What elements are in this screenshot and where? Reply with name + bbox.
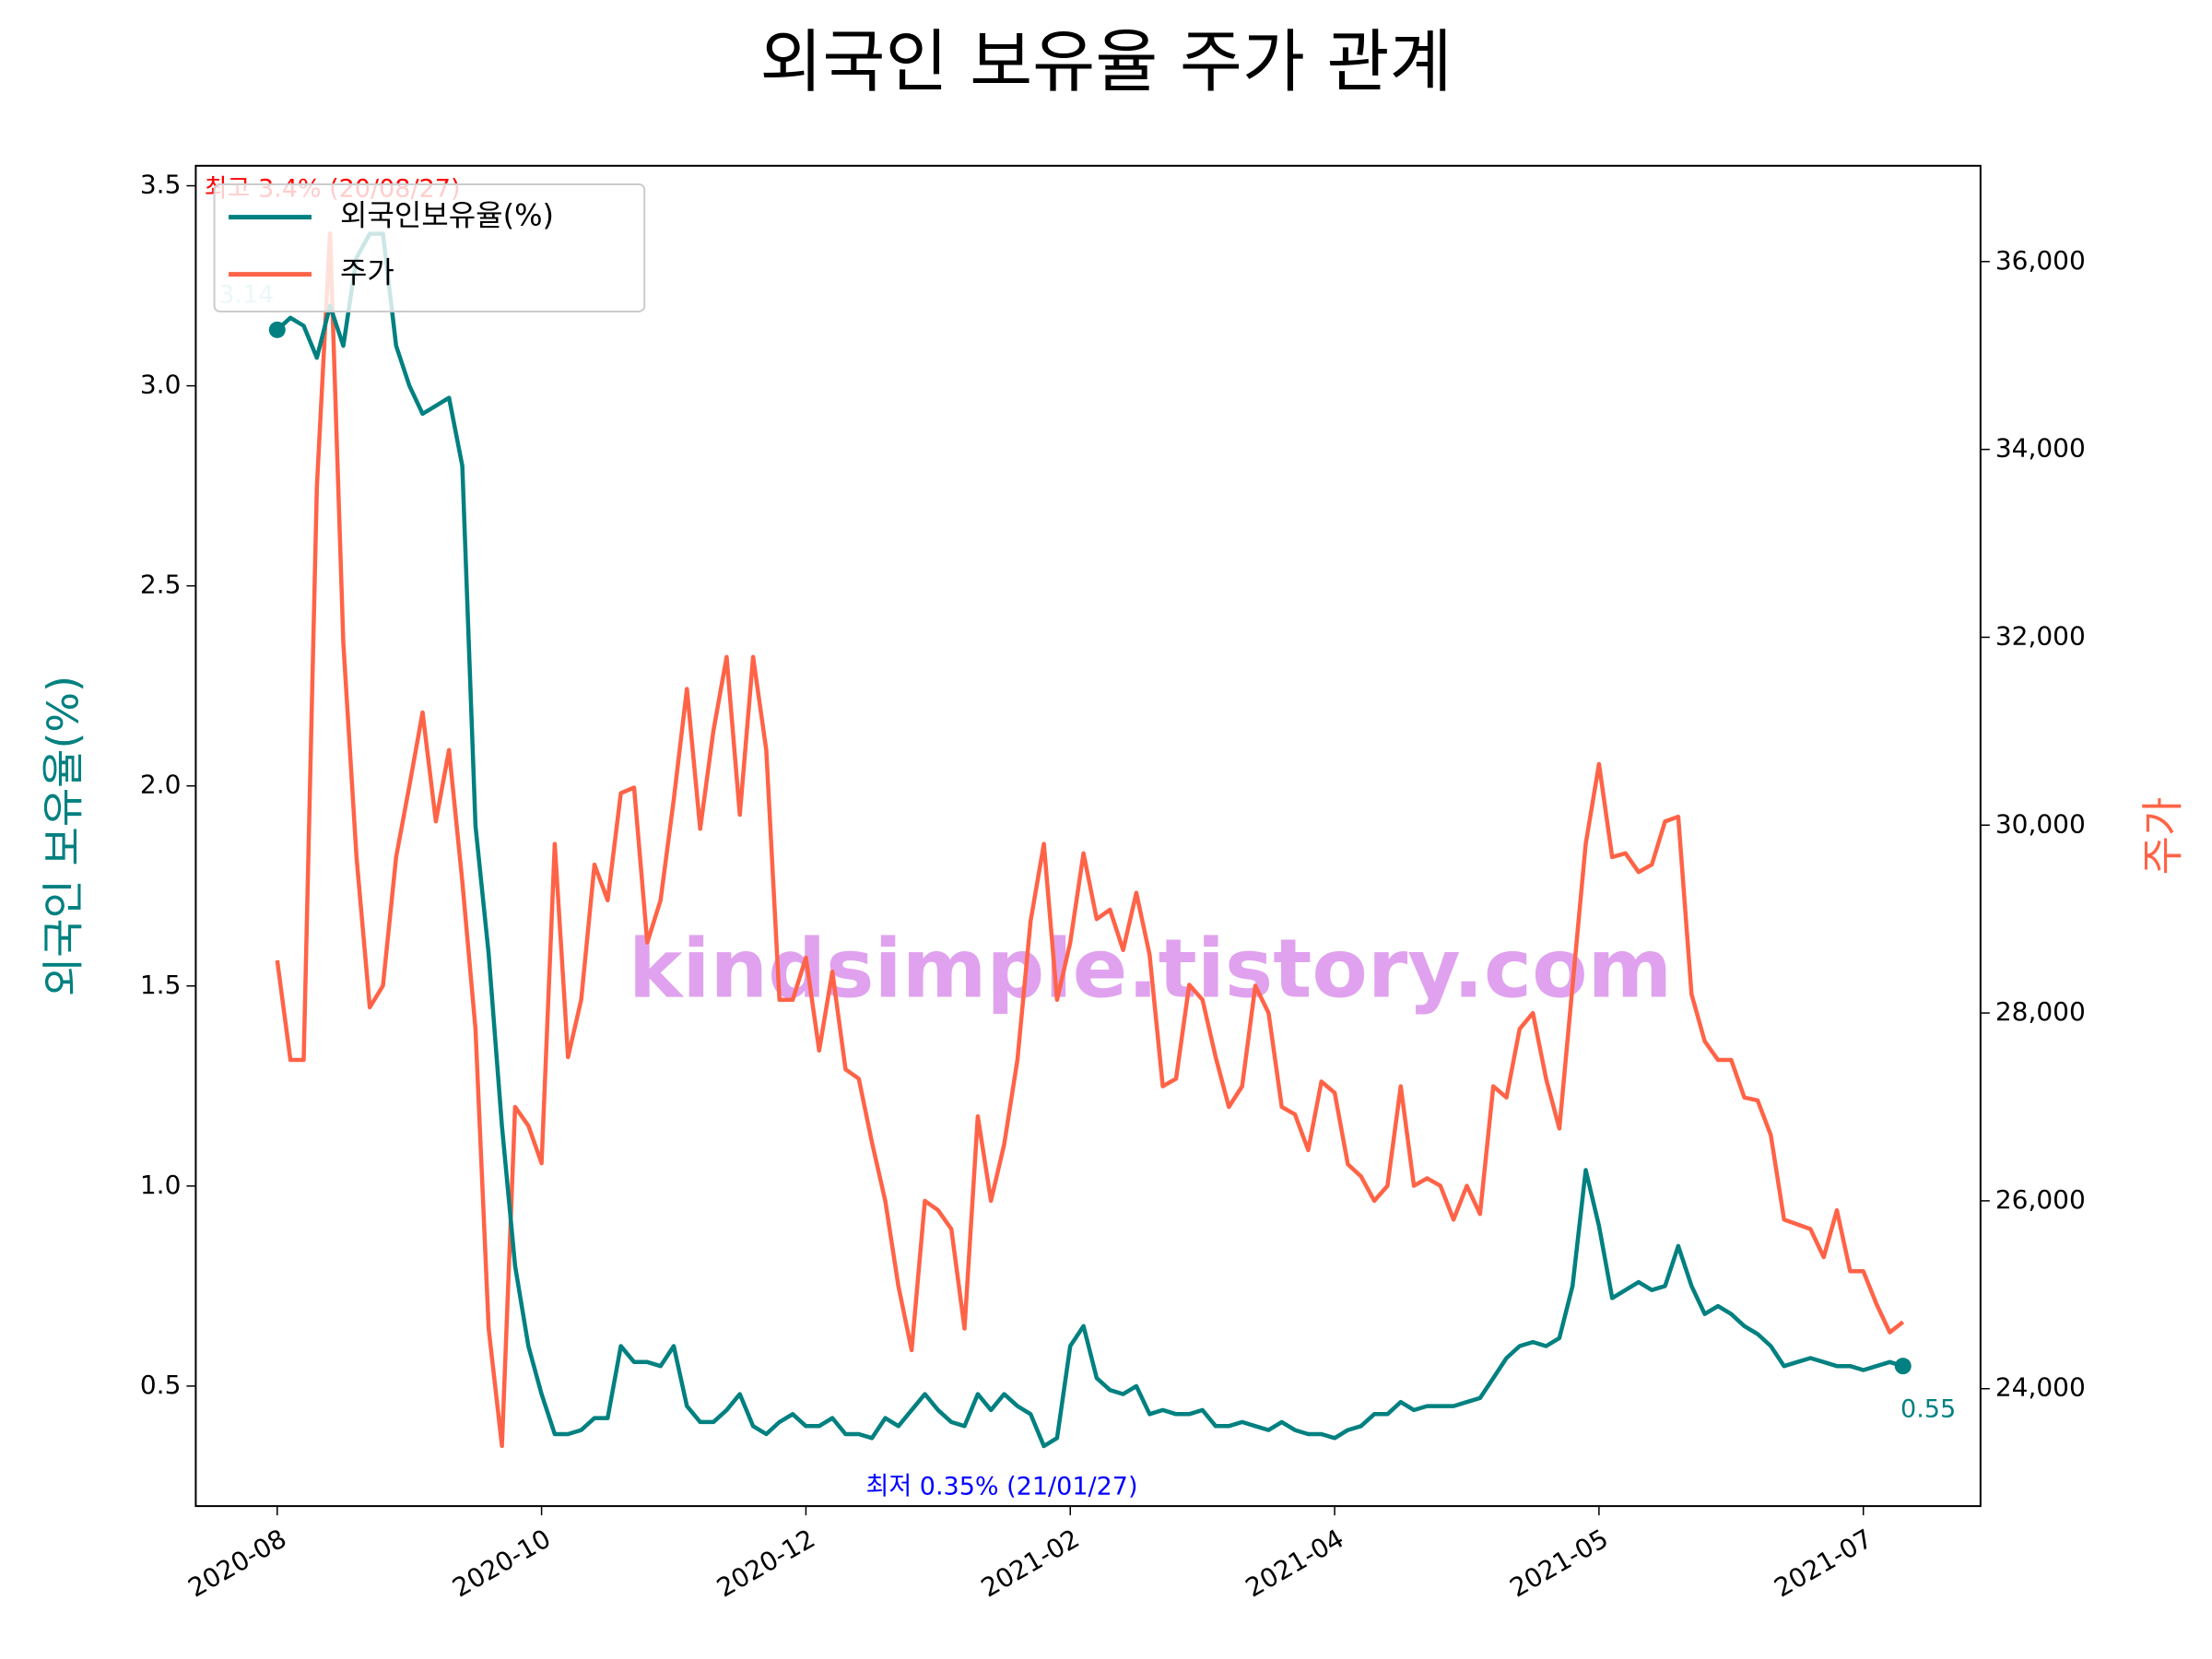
y2-axis-label: 주가 xyxy=(2138,797,2188,876)
chart-title: 외국인 보유율 주가 관계 xyxy=(759,23,1452,102)
y2-tick-label: 34,000 xyxy=(1995,433,2086,464)
x-tick-label: 2021-05 xyxy=(1505,1524,1614,1604)
y-tick-label: 1.5 xyxy=(140,970,182,1000)
x-tick-label: 2020-08 xyxy=(182,1524,291,1604)
y-tick-label: 3.5 xyxy=(140,170,182,200)
y-axis-label: 외국인 보유율(%) xyxy=(39,676,88,996)
x-tick-label: 2021-07 xyxy=(1769,1524,1877,1604)
y2-tick-label: 36,000 xyxy=(1995,245,2086,276)
y-tick-label: 2.5 xyxy=(140,570,182,600)
plot-frame xyxy=(194,164,1982,1508)
x-tick-label: 2020-12 xyxy=(712,1524,820,1604)
legend-box xyxy=(213,183,646,312)
y2-tick-label: 24,000 xyxy=(1995,1372,2086,1403)
point-marker xyxy=(1894,1358,1912,1375)
legend-label: 주가 xyxy=(340,255,394,290)
y2-tick-label: 30,000 xyxy=(1995,808,2086,839)
annotation: 최저 0.35% (21/01/27) xyxy=(866,1472,1138,1500)
x-tick-label: 2021-02 xyxy=(976,1524,1085,1604)
y2-tick-label: 26,000 xyxy=(1995,1184,2086,1215)
legend-label: 외국인보유율(%) xyxy=(340,198,554,233)
x-tick-label: 2020-10 xyxy=(447,1524,556,1604)
y2-tick-label: 28,000 xyxy=(1995,996,2086,1027)
y-tick-label: 1.0 xyxy=(140,1170,182,1200)
y-tick-label: 0.5 xyxy=(140,1370,182,1400)
y-tick-label: 2.0 xyxy=(140,770,182,800)
y-tick-label: 3.0 xyxy=(140,370,182,400)
series-line xyxy=(276,231,1904,1449)
y2-tick-label: 32,000 xyxy=(1995,620,2086,651)
point-marker xyxy=(268,321,286,338)
x-tick-label: 2021-04 xyxy=(1241,1524,1349,1604)
series-line xyxy=(275,230,1905,1449)
annotation: 0.55 xyxy=(1900,1395,1956,1424)
